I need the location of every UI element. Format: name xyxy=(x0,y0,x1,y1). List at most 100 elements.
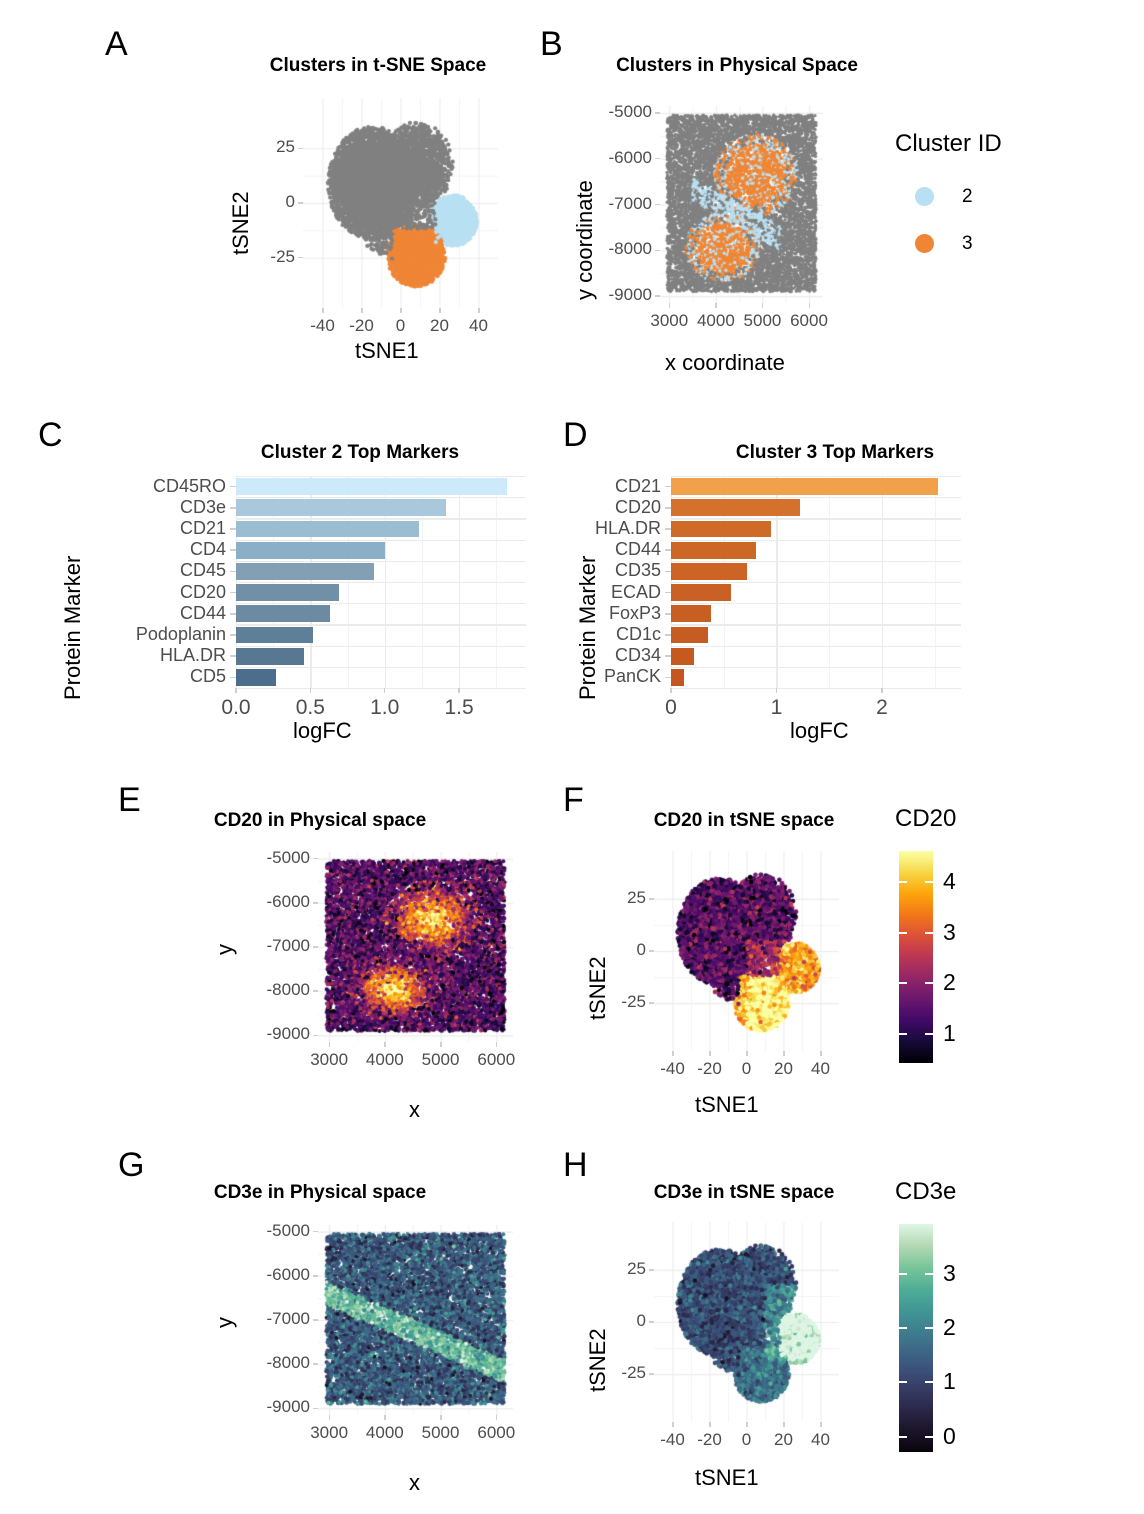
bar-category-label: FoxP3 xyxy=(608,602,661,623)
bar-cd35[interactable] xyxy=(671,562,747,580)
x-tickmark xyxy=(881,688,883,693)
colorbar-tick-label: 3 xyxy=(943,1259,956,1286)
x-tickmark xyxy=(440,1042,442,1047)
bar-cd44[interactable] xyxy=(236,605,330,623)
colorbar-tickmark xyxy=(899,1032,907,1035)
bar-cd44[interactable] xyxy=(671,541,757,559)
panel-h-title: CD3e in tSNE space xyxy=(653,1182,835,1203)
bar-row-gridline xyxy=(671,582,961,584)
cd20-colorbar xyxy=(899,851,933,1063)
bar-row-gridline xyxy=(236,624,526,626)
bar-hla-dr[interactable] xyxy=(236,647,305,665)
y-tickmark xyxy=(313,946,318,948)
x-tickmark xyxy=(670,688,672,693)
x-tick-label: 6000 xyxy=(477,1050,516,1069)
x-tick-label: 5000 xyxy=(421,1050,460,1069)
bar-cd20[interactable] xyxy=(671,499,800,517)
panel-e-ylabel: y xyxy=(212,944,237,955)
colorbar-tickmark xyxy=(925,1327,933,1330)
cluster-legend-item-2[interactable]: 2 xyxy=(895,182,1015,214)
panel-d-title: Cluster 3 Top Markers xyxy=(735,442,935,463)
bar-cd21[interactable] xyxy=(671,478,938,496)
category-tickmark xyxy=(665,549,671,551)
category-tickmark xyxy=(665,655,671,657)
y-tick-label: -5000 xyxy=(266,1220,310,1240)
panel-f-scatter xyxy=(654,851,839,1051)
colorbar-tickmark xyxy=(925,881,933,884)
cd3e-legend-title: CD3e xyxy=(895,1178,957,1205)
bar-cd1c[interactable] xyxy=(671,626,708,644)
bar-cd21[interactable] xyxy=(236,520,419,538)
y-tickmark xyxy=(655,295,660,297)
cluster-legend-item-3[interactable]: 3 xyxy=(895,229,1015,261)
bar-cd34[interactable] xyxy=(671,647,695,665)
x-tick-label: 0.0 xyxy=(221,696,251,719)
x-tickmark xyxy=(322,308,324,313)
bar-ecad[interactable] xyxy=(671,584,732,602)
y-tick-label: -6000 xyxy=(266,1264,310,1284)
y-tickmark xyxy=(313,902,318,904)
x-tickmark xyxy=(761,303,764,308)
x-tickmark xyxy=(672,1422,674,1427)
x-tickmark xyxy=(235,688,237,693)
category-tickmark xyxy=(230,485,236,488)
x-tickmark xyxy=(808,303,811,308)
bar-row-gridline xyxy=(671,603,961,605)
bar-foxp3[interactable] xyxy=(671,605,712,623)
bar-cd45ro[interactable] xyxy=(236,478,507,496)
bar-cd5[interactable] xyxy=(236,668,277,686)
y-tick-label: 0 xyxy=(636,1311,646,1330)
y-tickmark xyxy=(649,898,654,900)
bar-podoplanin[interactable] xyxy=(236,626,314,644)
y-tickmark xyxy=(313,1319,318,1321)
x-tickmark xyxy=(715,303,717,308)
bar-row-gridline xyxy=(236,582,526,584)
x-tickmark xyxy=(439,308,441,313)
colorbar-tickmark xyxy=(899,982,907,985)
bar-cd20[interactable] xyxy=(236,584,339,602)
x-tickmark xyxy=(384,1415,386,1420)
x-tickmark xyxy=(309,688,312,693)
bar-cd3e[interactable] xyxy=(236,499,446,517)
y-tick-label: -8000 xyxy=(608,239,652,259)
category-tickmark xyxy=(230,570,236,573)
colorbar-tickmark xyxy=(925,1032,933,1035)
colorbar-tickmark xyxy=(899,931,907,934)
x-tick-label: 0 xyxy=(665,696,677,719)
colorbar-tick-label: 4 xyxy=(943,868,956,895)
x-tick-label: 40 xyxy=(811,1430,830,1449)
category-tickmark xyxy=(230,676,236,679)
panel-a-title: Clusters in t-SNE Space xyxy=(269,55,487,76)
bar-hla-dr[interactable] xyxy=(671,520,772,538)
bar-cd4[interactable] xyxy=(236,541,385,559)
colorbar-tickmark xyxy=(899,881,907,884)
bar-cd45[interactable] xyxy=(236,562,375,580)
colorbar-tick-label: 2 xyxy=(943,1314,956,1341)
colorbar-tickmark xyxy=(925,1381,933,1384)
x-tickmark xyxy=(672,1051,674,1056)
x-tick-label: 20 xyxy=(774,1430,793,1449)
x-tick-label: 3000 xyxy=(650,311,689,330)
y-tickmark xyxy=(655,203,660,206)
y-tickmark xyxy=(649,950,654,952)
category-tickmark xyxy=(230,655,236,657)
bar-panck[interactable] xyxy=(671,668,684,686)
panel-d-barchart: CD21 CD20 HLA.DR CD44 CD35 ECAD FoxP3 CD1c CD34 P… xyxy=(545,400,1090,775)
panel-h-xlabel: tSNE1 xyxy=(695,1465,759,1490)
colorbar-tickmark xyxy=(925,982,933,985)
bar-category-label: HLA.DR xyxy=(594,518,661,538)
y-tick-label: 0 xyxy=(285,192,295,211)
panel-b: B Clusters in Physical Space y coordinat… xyxy=(540,0,1144,400)
bar-row-gridline xyxy=(236,539,526,541)
bar-category-label: CD45 xyxy=(179,560,226,581)
x-tick-label: -40 xyxy=(660,1430,685,1449)
panel-e: E CD20 in Physical space y x 3000 4000 500… xyxy=(0,775,590,1150)
category-tickmark xyxy=(665,528,671,530)
y-tick-label: -9000 xyxy=(608,285,652,305)
y-tickmark xyxy=(298,256,303,259)
category-tickmark xyxy=(230,613,236,615)
panel-letter-c: C xyxy=(38,416,63,454)
panel-d: D Cluster 3 Top Markers Protein Marker l… xyxy=(545,400,1090,775)
panel-letter-a: A xyxy=(105,25,128,63)
